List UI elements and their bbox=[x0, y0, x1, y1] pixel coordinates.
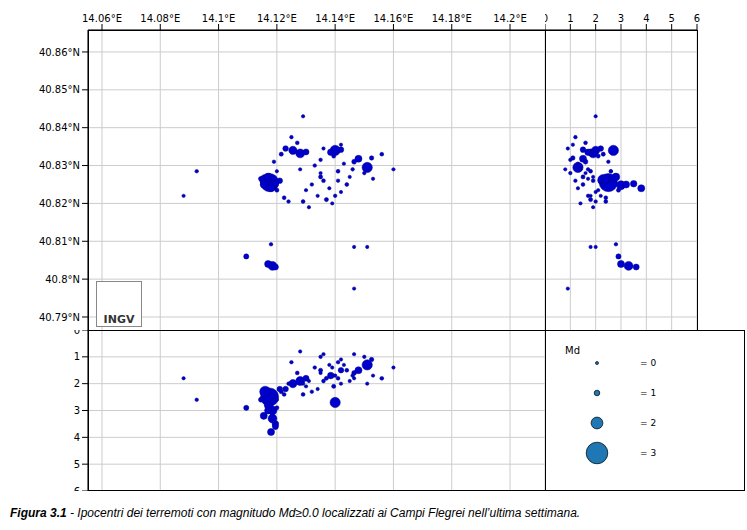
svg-text:4: 4 bbox=[643, 13, 649, 24]
svg-text:14.18°E: 14.18°E bbox=[432, 13, 472, 24]
svg-text:1: 1 bbox=[74, 351, 80, 362]
svg-text:3: 3 bbox=[74, 405, 80, 416]
svg-text:3: 3 bbox=[618, 13, 624, 24]
svg-text:40.79°N: 40.79°N bbox=[39, 312, 80, 323]
svg-text:= 1: = 1 bbox=[640, 388, 656, 398]
svg-text:14.12°E: 14.12°E bbox=[257, 13, 297, 24]
svg-text:14.2°E: 14.2°E bbox=[493, 13, 527, 24]
svg-text:40.83°N: 40.83°N bbox=[39, 160, 80, 171]
svg-text:0: 0 bbox=[545, 13, 548, 24]
svg-text:5: 5 bbox=[74, 459, 80, 470]
svg-text:14.1°E: 14.1°E bbox=[202, 13, 236, 24]
svg-text:14.06°E: 14.06°E bbox=[82, 13, 122, 24]
svg-text:1: 1 bbox=[567, 13, 573, 24]
svg-text:14.08°E: 14.08°E bbox=[140, 13, 180, 24]
svg-text:40.86°N: 40.86°N bbox=[39, 47, 80, 58]
svg-text:6: 6 bbox=[694, 13, 700, 24]
svg-text:4: 4 bbox=[74, 432, 80, 443]
svg-text:Md: Md bbox=[565, 345, 580, 356]
svg-text:14.16°E: 14.16°E bbox=[373, 13, 413, 24]
svg-text:40.84°N: 40.84°N bbox=[39, 122, 80, 133]
svg-text:40.81°N: 40.81°N bbox=[39, 236, 80, 247]
svg-text:2: 2 bbox=[74, 378, 80, 389]
html-text:Figura 3.1 - Ipocentri dei ter: Figura 3.1 - Ipocentri dei terremoti con… bbox=[10, 506, 581, 520]
svg-text:2: 2 bbox=[592, 13, 598, 24]
svg-text:40.85°N: 40.85°N bbox=[39, 84, 80, 95]
html-text:INGV: INGV bbox=[103, 313, 135, 326]
svg-text:= 2: = 2 bbox=[640, 418, 656, 428]
svg-text:0: 0 bbox=[74, 330, 80, 336]
svg-text:= 0: = 0 bbox=[640, 358, 656, 368]
svg-text:40.82°N: 40.82°N bbox=[39, 198, 80, 209]
svg-text:5: 5 bbox=[668, 13, 674, 24]
svg-text:6: 6 bbox=[74, 486, 80, 491]
svg-text:14.14°E: 14.14°E bbox=[315, 13, 355, 24]
svg-text:= 3: = 3 bbox=[640, 448, 656, 458]
svg-text:40.8°N: 40.8°N bbox=[45, 274, 80, 285]
